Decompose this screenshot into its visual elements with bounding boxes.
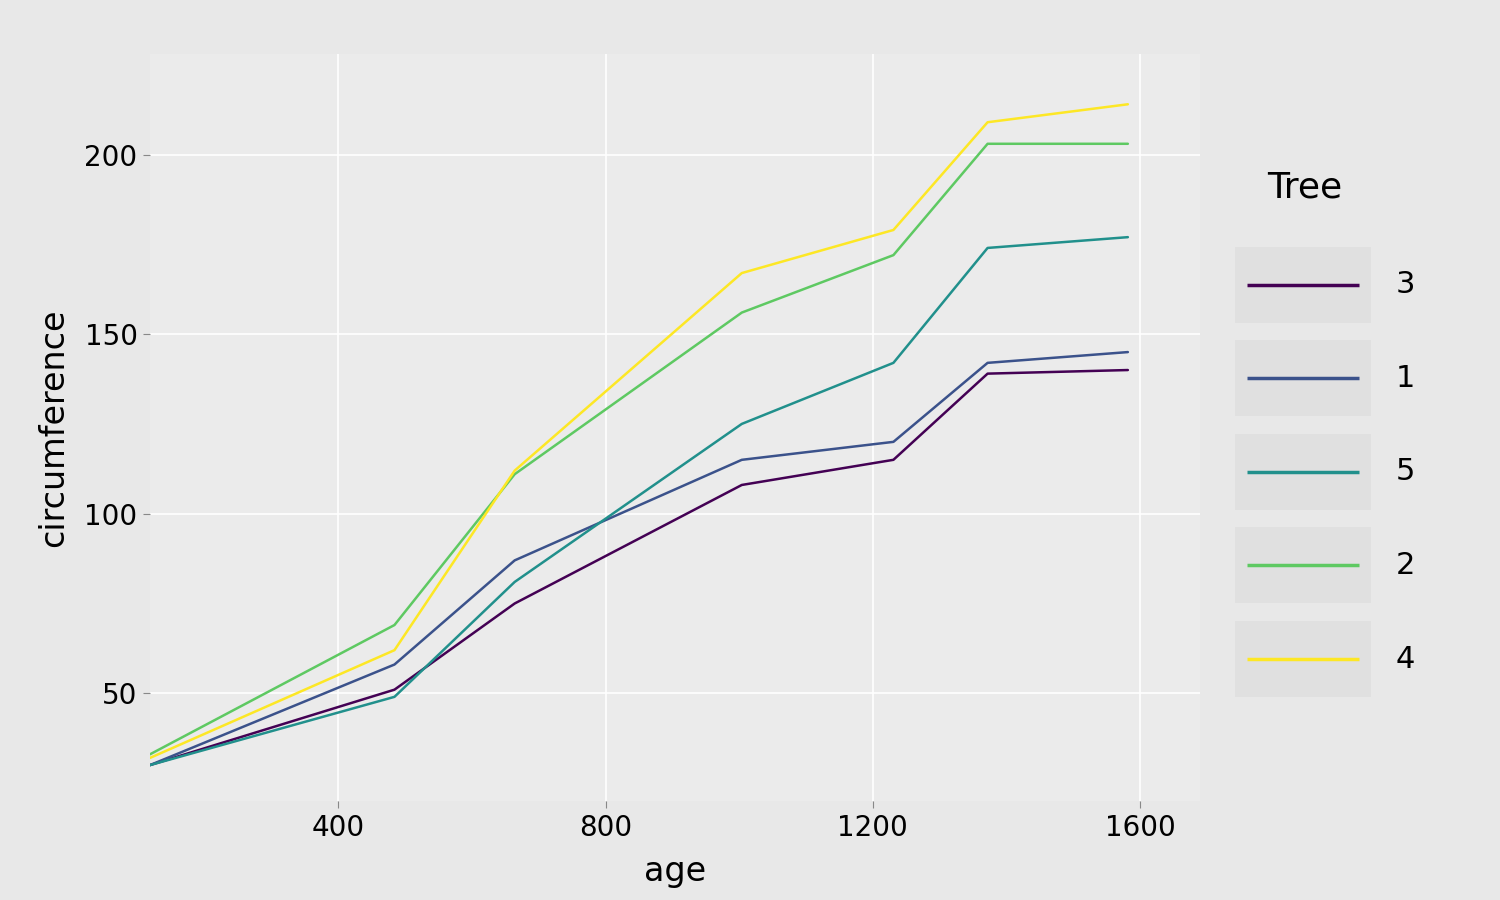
Text: 4: 4 [1395,644,1414,673]
FancyBboxPatch shape [1234,340,1371,416]
Text: 2: 2 [1395,551,1414,580]
Text: 1: 1 [1395,364,1414,392]
FancyBboxPatch shape [1234,434,1371,509]
X-axis label: age: age [644,855,706,888]
Text: 3: 3 [1395,270,1416,299]
FancyBboxPatch shape [1234,621,1371,697]
Y-axis label: circumference: circumference [38,308,70,546]
Text: Tree: Tree [1268,171,1342,204]
FancyBboxPatch shape [1234,527,1371,603]
Text: 5: 5 [1395,457,1414,486]
FancyBboxPatch shape [1234,247,1371,322]
